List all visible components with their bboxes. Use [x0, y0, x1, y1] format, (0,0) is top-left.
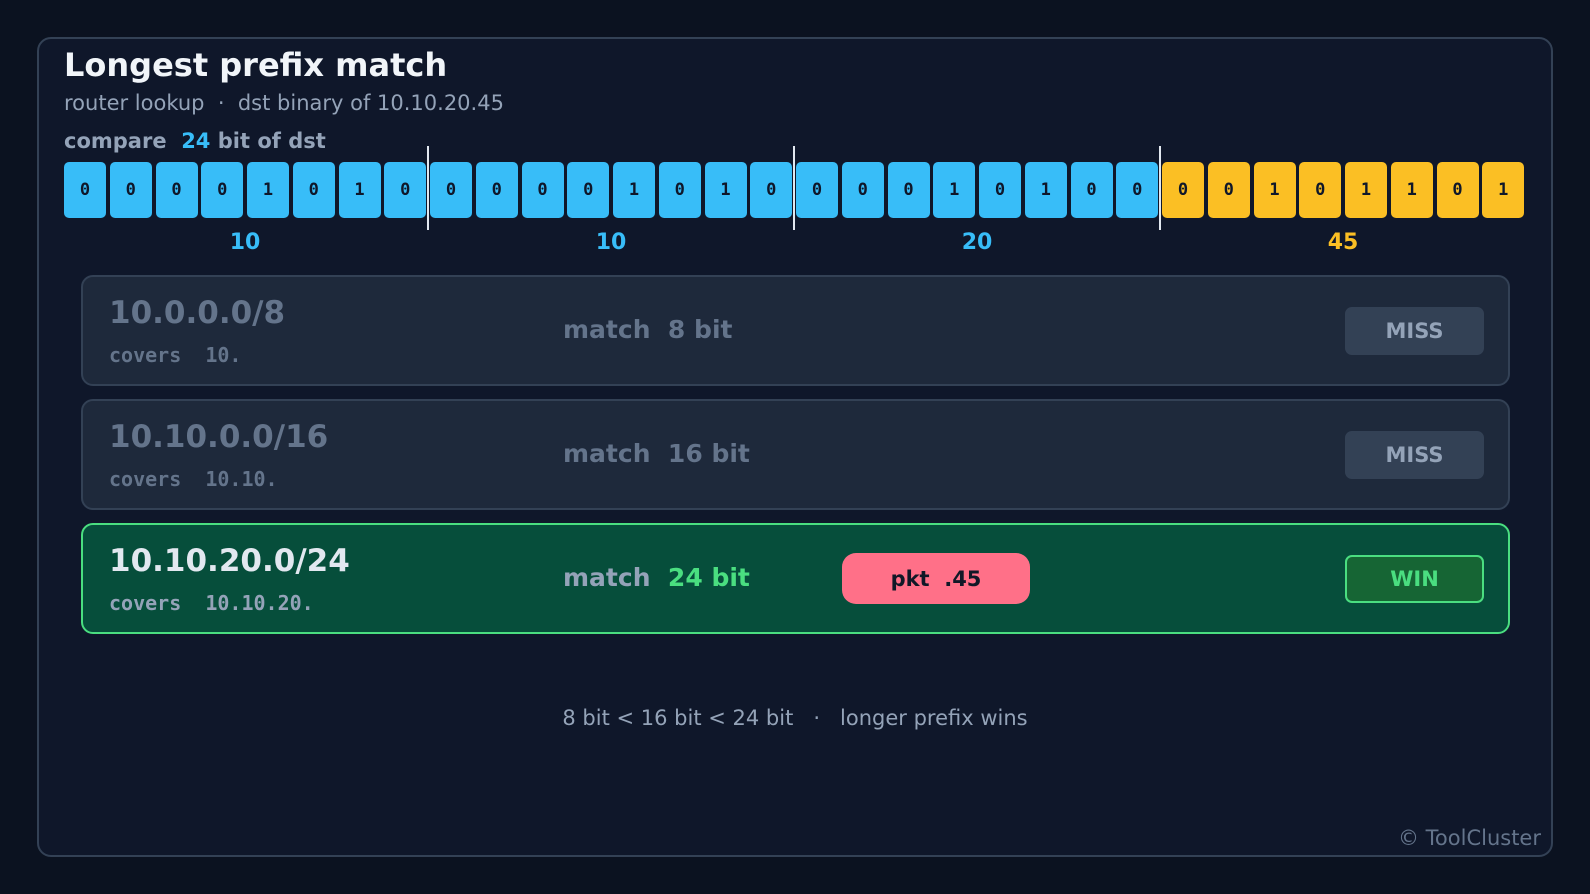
subtitle: router lookup · dst binary of 10.10.20.4…: [64, 91, 504, 115]
match-label: match: [563, 563, 651, 592]
match-label: match: [563, 315, 651, 344]
address-bit: 0: [1116, 162, 1159, 218]
compare-bits: 24: [181, 129, 211, 153]
octet-separator: [1159, 146, 1161, 230]
address-bit: 0: [384, 162, 427, 218]
footer: 8 bit < 16 bit < 24 bit · longer prefix …: [562, 706, 1028, 730]
address-bit: 0: [155, 162, 198, 218]
address-bit: 1: [1482, 162, 1525, 218]
address-bit: 0: [750, 162, 793, 218]
address-bit: 0: [430, 162, 472, 218]
route-covers: covers 10.10.20.: [109, 591, 314, 615]
status-badge: WIN: [1345, 555, 1484, 603]
address-bit: 0: [1207, 162, 1250, 218]
match-bits: 8: [667, 315, 686, 344]
address-bit: 1: [247, 162, 289, 218]
address-bit: 0: [1070, 162, 1113, 218]
route-card: 10.10.0.0/16 covers 10.10. match 16 bit MIS…: [81, 399, 1510, 510]
address-bit: 1: [1024, 162, 1067, 218]
compare-line: compare 24 bit of dst: [64, 129, 326, 153]
route-covers: covers 10.10.: [109, 467, 278, 491]
address-bit: 1: [613, 162, 655, 218]
covers-label: covers: [109, 467, 182, 491]
octet-label: 45: [1327, 230, 1359, 255]
octet-separator: [427, 146, 429, 230]
match-unit: bit: [694, 315, 733, 344]
title: Longest prefix match: [64, 46, 448, 84]
match-label: match: [563, 439, 651, 468]
address-bit: 0: [796, 162, 838, 218]
route-card: 10.10.20.0/24 covers 10.10.20. match 24 bi…: [81, 523, 1510, 634]
octet-label: 10: [595, 230, 627, 255]
route-match: match 8 bit: [563, 315, 732, 344]
address-bit: 0: [567, 162, 610, 218]
address-bit: 0: [887, 162, 930, 218]
route-covers: covers 10.: [109, 343, 241, 367]
route-match: match 24 bit: [563, 563, 750, 592]
compare-label: compare: [64, 129, 167, 153]
route-prefix: 10.0.0.0/8: [109, 295, 286, 331]
address-bit: 0: [64, 162, 106, 218]
address-bit: 1: [338, 162, 381, 218]
address-bit: 0: [841, 162, 884, 218]
covers-label: covers: [109, 591, 182, 615]
address-bit: 0: [521, 162, 564, 218]
match-unit: bit: [711, 563, 750, 592]
address-bit: 0: [1162, 162, 1204, 218]
octet-label: 20: [961, 230, 993, 255]
address-bit: 0: [979, 162, 1021, 218]
copyright: © ToolCluster: [1397, 826, 1541, 850]
address-bit: 1: [1253, 162, 1296, 218]
route-prefix: 10.10.0.0/16: [109, 419, 329, 455]
address-bit: 0: [658, 162, 701, 218]
address-bit: 0: [1299, 162, 1342, 218]
packet-badge: pkt .45: [842, 553, 1030, 604]
compare-suffix: bit of dst: [217, 129, 326, 153]
route-card: 10.0.0.0/8 covers 10. match 8 bit MISS: [81, 275, 1510, 386]
address-bit: 0: [475, 162, 518, 218]
covers-value: 10.10.20.: [205, 591, 314, 615]
address-bit: 0: [1436, 162, 1479, 218]
status-badge: MISS: [1345, 431, 1484, 479]
address-bit: 1: [704, 162, 747, 218]
match-unit: bit: [711, 439, 750, 468]
address-bit: 1: [1345, 162, 1387, 218]
status-badge: MISS: [1345, 307, 1484, 355]
covers-value: 10.10.: [205, 467, 278, 491]
route-prefix: 10.10.20.0/24: [109, 543, 350, 579]
octet-label: 10: [229, 230, 261, 255]
match-bits: 16: [667, 439, 703, 468]
covers-value: 10.: [205, 343, 242, 367]
address-bit: 1: [1390, 162, 1433, 218]
address-bit: 0: [201, 162, 244, 218]
address-bit: 0: [109, 162, 152, 218]
address-bit: 0: [292, 162, 335, 218]
match-bits: 24: [667, 563, 703, 592]
covers-label: covers: [109, 343, 182, 367]
address-bit: 1: [933, 162, 976, 218]
octet-separator: [793, 146, 795, 230]
route-match: match 16 bit: [563, 439, 750, 468]
